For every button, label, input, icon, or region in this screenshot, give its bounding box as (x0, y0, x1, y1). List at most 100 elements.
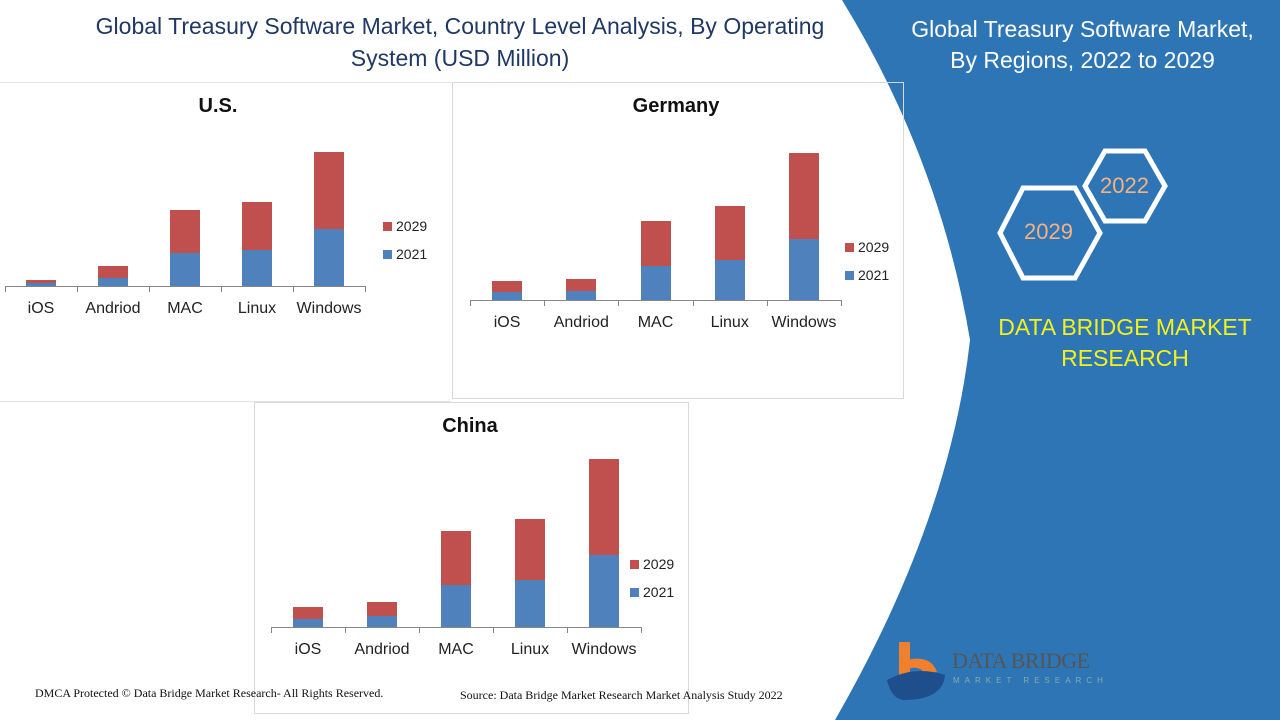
x-axis-tick (77, 286, 78, 292)
legend-swatch (383, 249, 392, 259)
x-tick-label: MAC (167, 300, 203, 317)
bar-us-windows-2021 (314, 229, 344, 286)
legend-item-2021: 2021 (630, 584, 674, 600)
bar-china-windows-2021 (589, 555, 619, 627)
bar-us-ios-2021 (26, 283, 56, 286)
legend-label: 2029 (396, 218, 428, 234)
bar-germany-ios-2021 (492, 292, 523, 300)
x-axis-tick (766, 300, 768, 306)
copyright-text: DMCA Protected © Data Bridge Market Rese… (35, 686, 384, 700)
x-tick-label: Linux (510, 641, 550, 658)
x-axis-tick (692, 300, 694, 306)
bar-china-mac-2029 (441, 531, 471, 585)
brand-name: DATA BRIDGE MARKET RESEARCH (998, 314, 1252, 371)
x-axis-tick (841, 300, 842, 306)
x-axis-tick (345, 627, 346, 633)
x-axis-tick (544, 300, 546, 306)
bar-us-linux-2021 (242, 250, 272, 286)
bar-us-windows-2029 (314, 152, 344, 229)
x-axis-tick (293, 286, 294, 292)
x-axis-tick (567, 627, 568, 633)
data-bridge-logo-icon (887, 642, 945, 700)
bar-china-windows-2029 (589, 459, 619, 555)
bar-china-linux-2029 (515, 519, 545, 580)
x-tick-label: Windows (771, 314, 837, 331)
bar-germany-linux-2029 (714, 206, 745, 260)
bar-china-mac-2021 (441, 585, 471, 627)
x-axis-germany (470, 300, 841, 301)
bar-germany-linux-2021 (714, 260, 745, 300)
legend-swatch (383, 221, 392, 231)
bar-us-linux-2029 (242, 202, 272, 250)
bar-china-linux-2021 (515, 580, 545, 627)
x-tick-label: iOS (294, 641, 322, 658)
hexagon-icons (997, 148, 1168, 281)
chart-panel-us (0, 82, 451, 402)
bar-china-ios-2029 (293, 607, 323, 619)
legend-item-2029: 2029 (383, 218, 427, 234)
chart-title-china: China (442, 415, 498, 437)
chart-panel-china (254, 402, 689, 714)
x-axis-tick (5, 286, 6, 292)
x-axis-tick (493, 627, 494, 633)
bar-germany-mac-2021 (640, 266, 671, 300)
x-tick-label: Windows (571, 641, 637, 658)
x-tick-label: Windows (296, 300, 362, 317)
x-tick-label: Andriod (553, 314, 609, 331)
x-tick-label: MAC (438, 641, 474, 658)
legend-label: 2021 (858, 267, 890, 283)
x-tick-label: iOS (493, 314, 521, 331)
x-tick-label: MAC (637, 314, 674, 331)
bar-germany-windows-2029 (788, 153, 819, 239)
side-title: Global Treasury Software Market, By Regio… (911, 16, 1254, 73)
bar-us-ios-2029 (26, 280, 56, 283)
page-title: Global Treasury Software Market, Country… (95, 13, 825, 71)
bar-germany-andriod-2029 (566, 279, 597, 291)
hex-label-2022: 2022 (1100, 173, 1149, 198)
logo-text: DATA BRIDGE (952, 648, 1090, 673)
bar-germany-andriod-2021 (566, 291, 597, 300)
bar-us-mac-2029 (170, 210, 200, 253)
x-axis-tick (419, 627, 420, 633)
bar-us-andriod-2029 (98, 266, 128, 278)
chart-title-germany: Germany (632, 95, 720, 117)
bar-china-ios-2021 (293, 619, 323, 627)
bar-us-mac-2021 (170, 253, 200, 286)
legend-label: 2029 (643, 556, 675, 572)
x-axis-china (271, 627, 641, 628)
chart-panel-germany (452, 82, 904, 399)
x-axis-tick (618, 300, 620, 306)
legend-label: 2029 (858, 239, 890, 255)
x-axis-tick (365, 286, 366, 292)
legend-swatch (630, 587, 639, 597)
x-tick-label: iOS (27, 300, 55, 317)
x-axis-us (5, 286, 365, 287)
legend-item-2029: 2029 (845, 239, 889, 255)
bar-germany-mac-2029 (640, 221, 671, 266)
bar-china-andriod-2029 (367, 602, 397, 616)
x-tick-label: Linux (710, 314, 749, 331)
x-axis-tick (149, 286, 150, 292)
hex-label-2029: 2029 (1024, 219, 1073, 244)
x-tick-label: Andriod (85, 300, 141, 317)
chart-title-us: U.S. (198, 95, 238, 117)
source-text: Source: Data Bridge Market Research Mark… (460, 688, 783, 702)
legend-swatch (845, 242, 854, 252)
legend-item-2029: 2029 (630, 556, 674, 572)
legend-label: 2021 (643, 584, 675, 600)
legend-swatch (845, 270, 854, 280)
x-axis-tick (641, 627, 642, 633)
bar-china-andriod-2021 (367, 616, 397, 627)
x-axis-tick (470, 300, 471, 306)
logo-subtext: MARKET RESEARCH (953, 676, 1108, 685)
legend-item-2021: 2021 (845, 267, 889, 283)
x-tick-label: Andriod (354, 641, 410, 658)
legend-swatch (630, 559, 639, 569)
bar-us-andriod-2021 (98, 278, 128, 286)
x-axis-tick (271, 627, 272, 633)
x-axis-tick (221, 286, 222, 292)
bar-germany-windows-2021 (788, 239, 819, 300)
x-tick-label: Linux (237, 300, 277, 317)
bar-germany-ios-2029 (492, 281, 523, 292)
